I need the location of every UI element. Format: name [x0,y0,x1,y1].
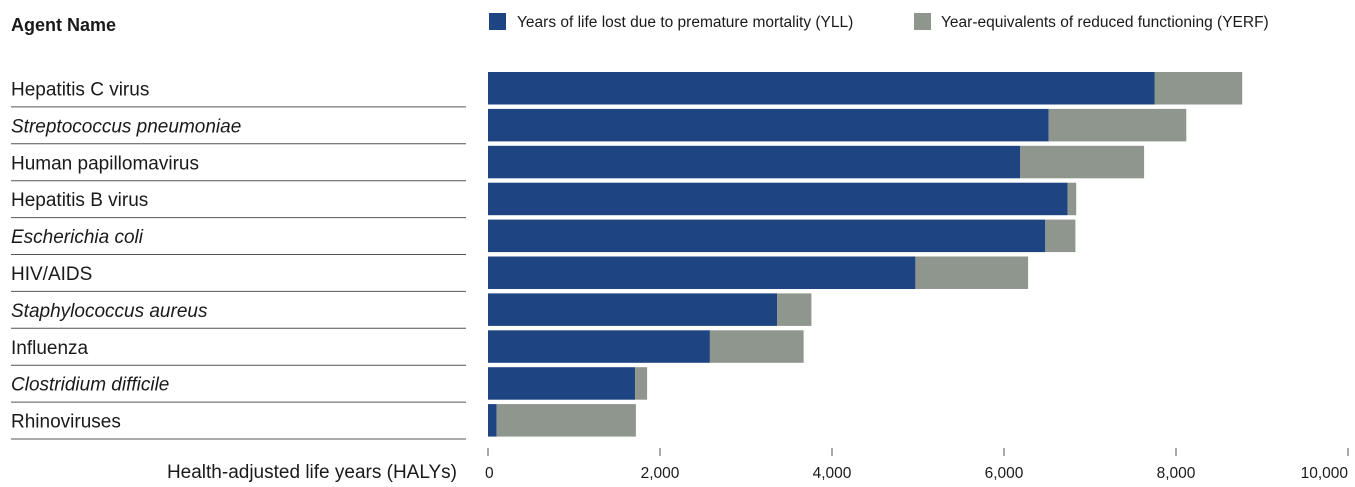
x-tick-label: 10,000 [1301,465,1349,482]
bar-segment-yerf [1154,72,1243,105]
bar-segment-yll [488,182,1068,216]
bar-segment-yerf [1048,108,1187,142]
bar-segment-yerf [915,256,1029,289]
bar-segment-yerf [635,367,648,400]
category-label: Streptococcus pneumoniae [11,116,241,137]
bar-segment-yll [488,330,710,363]
bar-segment-yerf [777,293,812,326]
x-tick-label: 6,000 [985,465,1024,482]
legend-swatch-yll [489,13,506,30]
bars [488,72,1243,437]
category-label: Rhinoviruses [11,412,121,433]
bar-segment-yerf [496,404,636,437]
x-tick-label: 2,000 [641,465,680,482]
legend: Years of life lost due to premature mort… [489,13,1269,31]
category-label: Hepatitis B virus [11,190,148,211]
x-tick-label: 4,000 [813,465,852,482]
bar-segment-yerf [1067,182,1077,216]
category-labels: Hepatitis C virus Streptococcus pneumonia… [11,80,466,440]
bar-segment-yerf [1045,219,1076,253]
legend-label-yerf: Year-equivalents of reduced functioning … [941,14,1269,31]
legend-swatch-yerf [914,13,931,30]
x-tick-label: 0 [485,465,494,482]
category-header: Agent Name [11,15,116,35]
legend-label-yll: Years of life lost due to premature mort… [517,14,853,31]
bar-segment-yll [488,293,777,326]
category-label: Clostridium difficile [11,375,169,396]
category-label: Influenza [11,338,89,359]
category-label: Hepatitis C virus [11,80,149,101]
bar-segment-yll [488,256,916,289]
bar-segment-yll [488,72,1155,105]
category-label: HIV/AIDS [11,264,92,285]
category-label: Human papillomavirus [11,153,199,174]
bar-segment-yll [488,145,1021,179]
bar-segment-yll [488,404,497,437]
x-axis: 0 2,000 4,000 6,000 8,000 10,000 [485,448,1349,482]
category-label: Escherichia coli [11,227,144,248]
bar-segment-yerf [709,330,804,363]
bar-segment-yll [488,108,1049,142]
x-tick-label: 8,000 [1157,465,1196,482]
bar-segment-yll [488,367,636,400]
bar-segment-yll [488,219,1046,253]
bar-segment-yerf [1020,145,1145,179]
category-label: Staphylococcus aureus [11,301,208,322]
x-axis-title: Health-adjusted life years (HALYs) [167,462,457,483]
